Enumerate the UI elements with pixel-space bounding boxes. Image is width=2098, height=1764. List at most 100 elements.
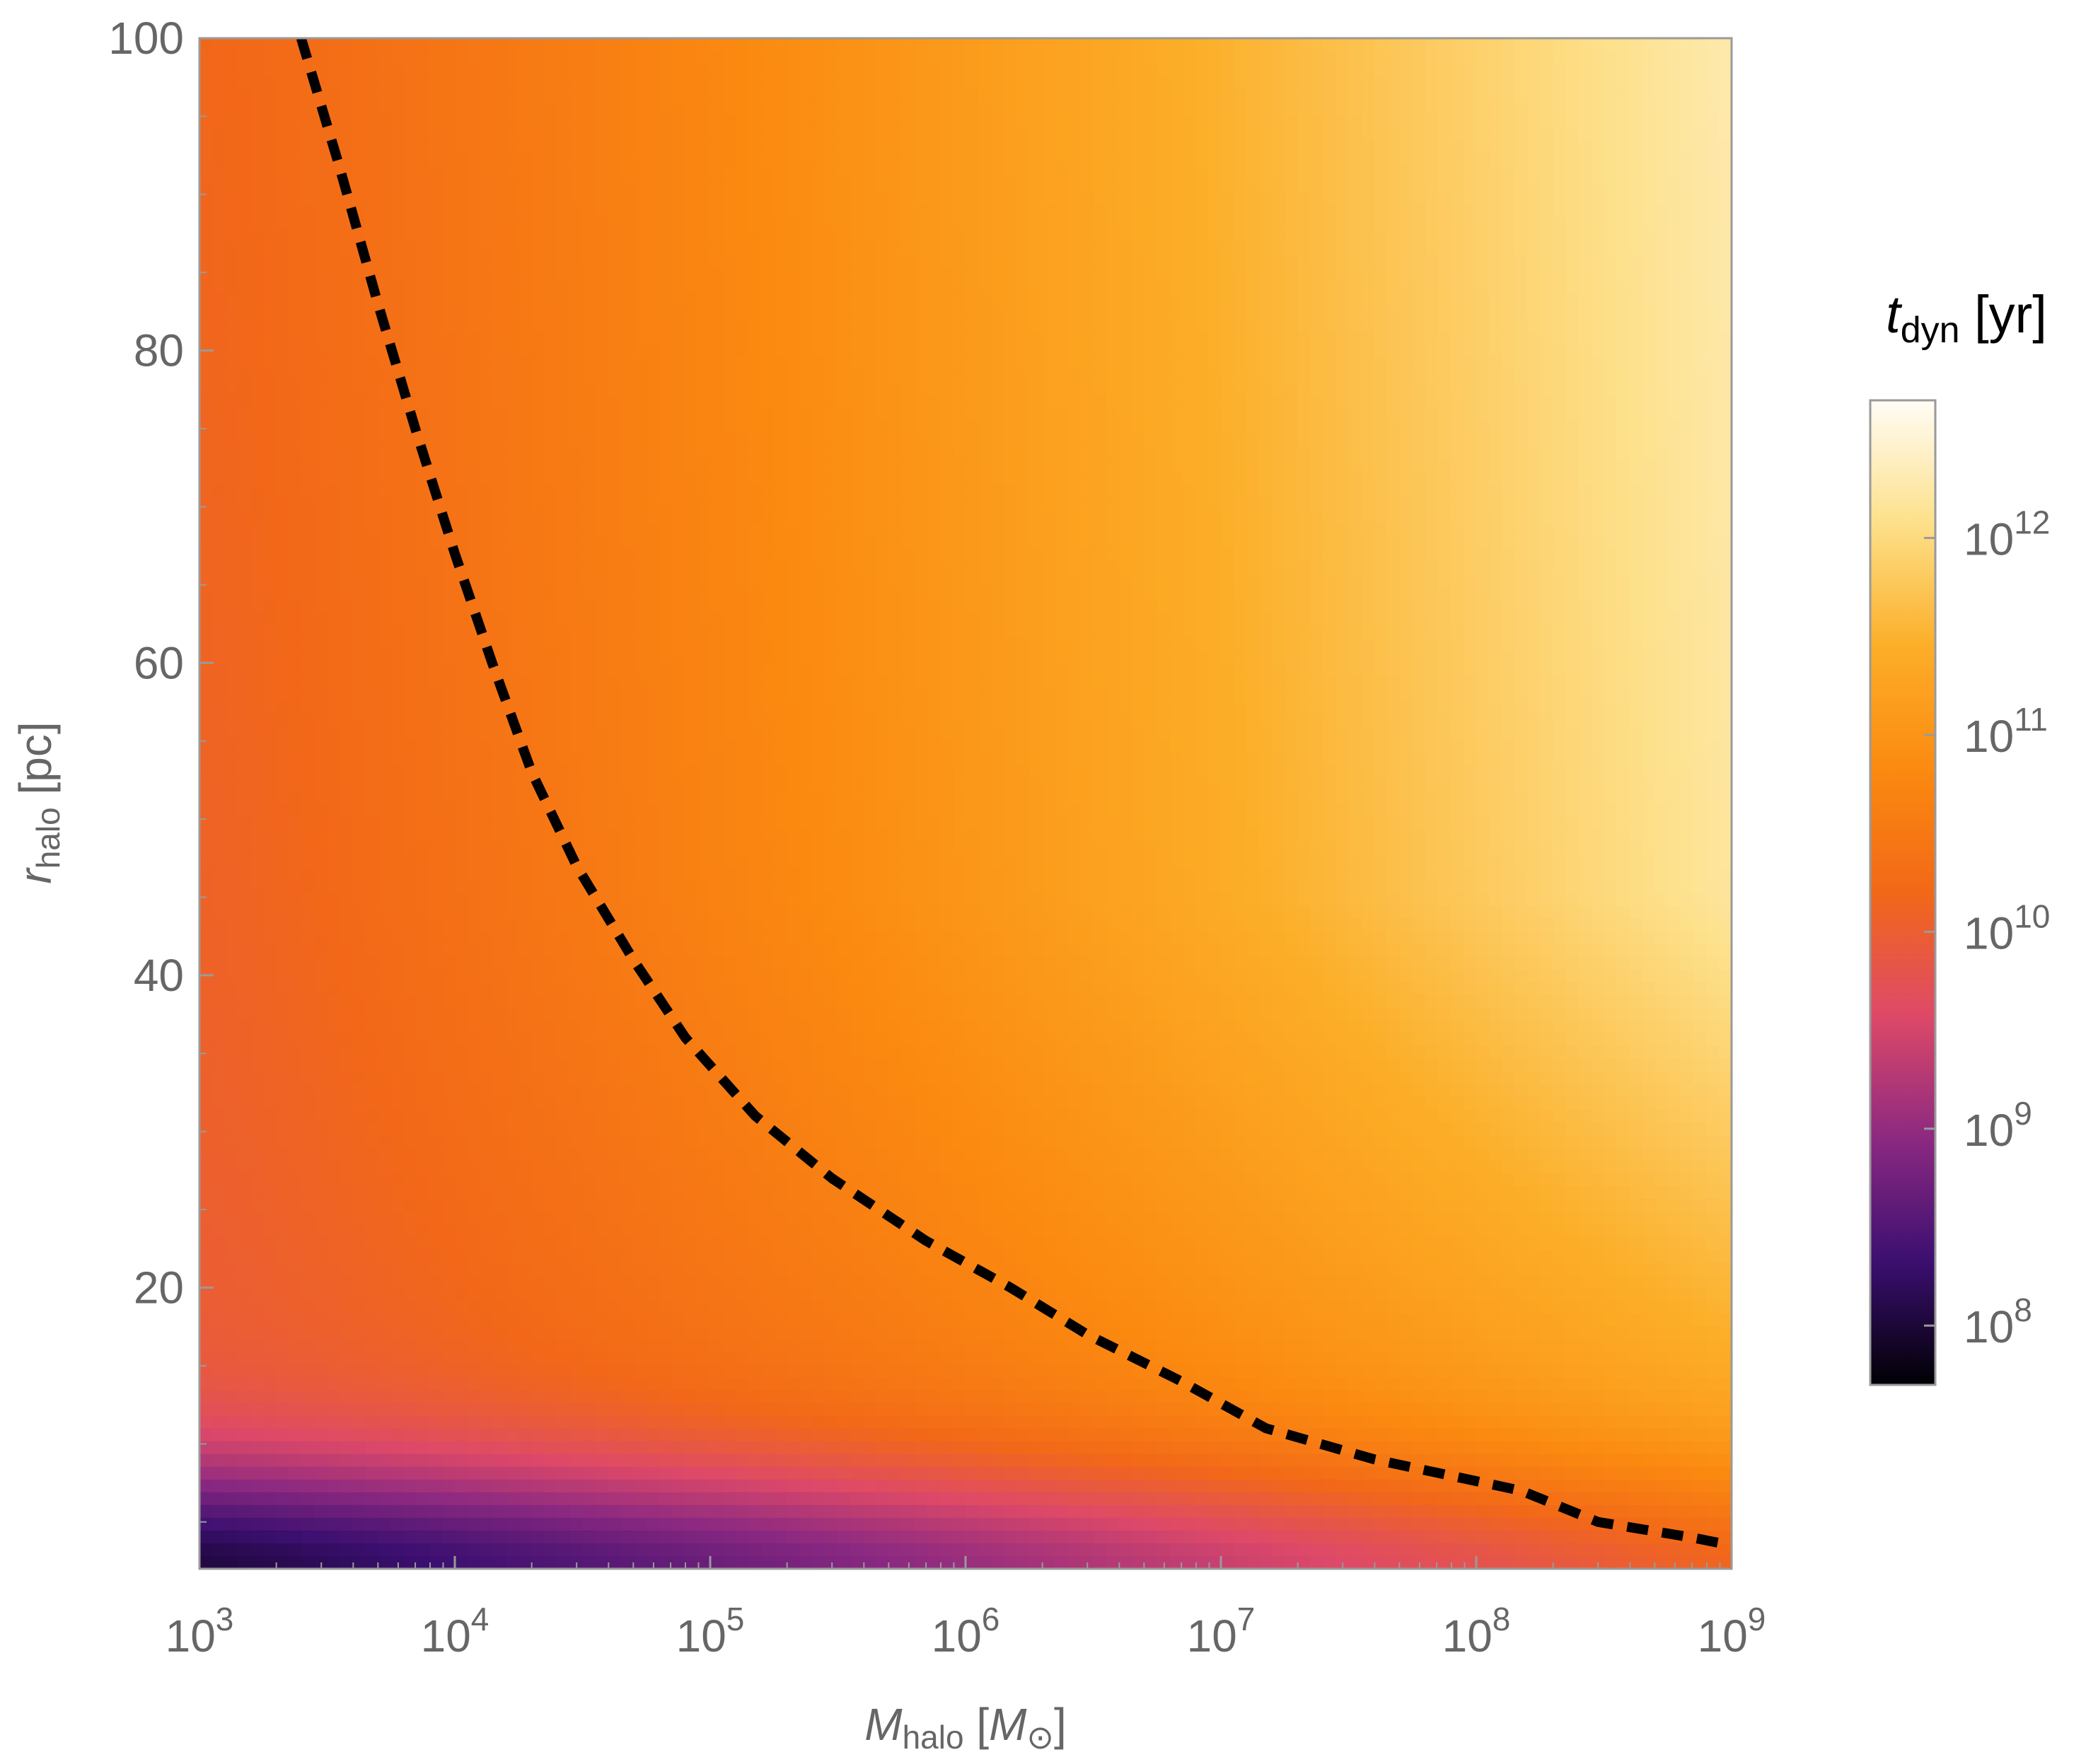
heatmap-cell <box>365 1071 379 1085</box>
heatmap-cell <box>429 548 443 562</box>
heatmap-cell <box>518 89 533 103</box>
heatmap-cell <box>697 1466 711 1480</box>
heatmap-cell <box>340 344 354 358</box>
heatmap-cell <box>365 931 379 945</box>
heatmap-cell <box>684 229 698 243</box>
heatmap-cell <box>506 1288 520 1302</box>
heatmap-cell <box>697 1339 711 1353</box>
heatmap-cell <box>493 331 506 345</box>
heatmap-cell <box>250 459 265 472</box>
heatmap-cell <box>441 421 456 434</box>
heatmap-cell <box>659 1479 673 1493</box>
heatmap-cell <box>340 523 354 537</box>
heatmap-cell <box>671 1301 685 1315</box>
heatmap-cell <box>595 369 609 383</box>
heatmap-cell <box>493 969 506 983</box>
heatmap-cell <box>582 561 596 575</box>
heatmap-cell <box>671 1466 685 1480</box>
heatmap-cell <box>620 625 634 639</box>
heatmap-cell <box>620 484 634 498</box>
heatmap-cell <box>633 982 647 996</box>
heatmap-cell <box>506 535 520 550</box>
heatmap-cell <box>314 1403 328 1417</box>
heatmap-cell <box>569 1084 584 1098</box>
heatmap-cell <box>493 102 506 115</box>
heatmap-cell <box>468 1530 481 1544</box>
heatmap-cell <box>225 484 238 498</box>
heatmap-cell <box>506 395 520 409</box>
heatmap-cell <box>276 242 290 256</box>
heatmap-cell <box>646 1543 660 1557</box>
heatmap-cell <box>365 89 379 103</box>
heatmap-cell <box>595 140 609 154</box>
heatmap-cell <box>671 1084 685 1098</box>
heatmap-cell <box>263 944 277 958</box>
heatmap-cell <box>518 1504 533 1519</box>
heatmap-cell <box>365 153 379 167</box>
heatmap-cell <box>659 714 673 728</box>
heatmap-cell <box>263 893 277 907</box>
heatmap-cell <box>671 777 685 791</box>
heatmap-cell <box>531 1479 545 1493</box>
heatmap-cell <box>455 1441 468 1455</box>
heatmap-cell <box>455 854 468 868</box>
heatmap-cell <box>314 880 328 894</box>
heatmap-cell <box>289 1084 303 1098</box>
heatmap-cell <box>646 1109 660 1123</box>
heatmap-cell <box>468 395 481 409</box>
heatmap-cell <box>671 803 685 817</box>
heatmap-cell <box>429 356 443 371</box>
heatmap-cell <box>327 1147 341 1161</box>
heatmap-cell <box>340 1045 354 1060</box>
heatmap-cell <box>365 1199 379 1212</box>
heatmap-cell <box>301 777 315 791</box>
heatmap-cell <box>455 102 468 115</box>
heatmap-cell <box>276 1288 290 1302</box>
heatmap-cell <box>416 356 430 371</box>
heatmap-cell <box>557 1275 571 1289</box>
heatmap-cell <box>390 931 405 945</box>
heatmap-cell <box>710 1403 724 1417</box>
heatmap-cell <box>506 166 520 180</box>
heatmap-cell <box>608 356 622 371</box>
heatmap-cell <box>314 1096 328 1110</box>
heatmap-cell <box>263 356 277 371</box>
heatmap-cell <box>238 395 251 409</box>
heatmap-cell <box>493 1212 506 1225</box>
heatmap-cell <box>582 765 596 779</box>
heatmap-cell <box>468 1084 481 1098</box>
heatmap-cell <box>250 306 265 320</box>
heatmap-cell <box>608 1517 622 1531</box>
heatmap-cell <box>276 1212 290 1225</box>
heatmap-cell <box>671 344 685 358</box>
heatmap-cell <box>441 255 456 269</box>
heatmap-cell <box>633 1096 647 1110</box>
heatmap-cell <box>684 842 698 855</box>
heatmap-cell <box>276 1313 290 1328</box>
heatmap-cell <box>506 1186 520 1200</box>
heatmap-cell <box>557 293 571 307</box>
heatmap-cell <box>518 344 533 358</box>
heatmap-cell <box>340 1441 354 1455</box>
heatmap-cell <box>697 153 711 167</box>
heatmap-cell <box>199 1263 213 1277</box>
heatmap-cell <box>710 267 724 282</box>
heatmap-cell <box>441 306 456 320</box>
heatmap-cell <box>250 382 265 396</box>
heatmap-cell <box>697 1364 711 1379</box>
heatmap-cell <box>582 663 596 677</box>
heatmap-cell <box>327 1212 341 1225</box>
heatmap-cell <box>557 1352 571 1366</box>
heatmap-cell <box>569 739 584 753</box>
heatmap-cell <box>301 407 315 422</box>
heatmap-cell <box>416 1096 430 1110</box>
heatmap-cell <box>671 599 685 613</box>
heatmap-cell <box>531 1555 545 1569</box>
heatmap-cell <box>378 1288 392 1302</box>
heatmap-cell <box>416 714 430 728</box>
heatmap-cell <box>390 650 405 664</box>
heatmap-cell <box>301 523 315 537</box>
heatmap-cell <box>646 790 660 804</box>
heatmap-cell <box>518 497 533 511</box>
heatmap-cell <box>378 191 392 205</box>
